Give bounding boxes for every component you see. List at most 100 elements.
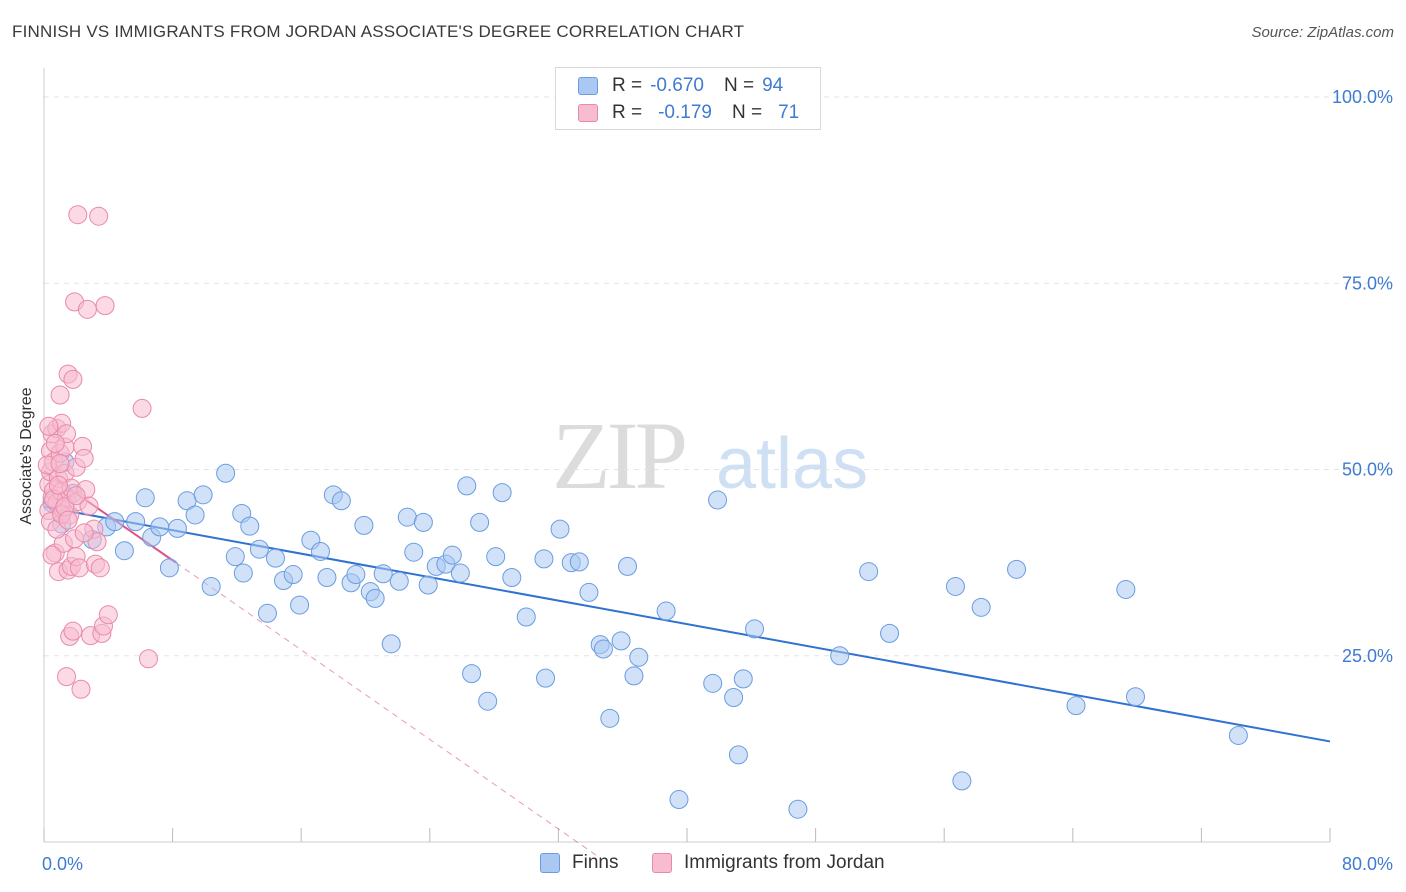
point-finns (381, 634, 401, 654)
legend-n-label: N = (731, 102, 763, 123)
point-finns (457, 476, 477, 496)
point-finns (257, 603, 277, 623)
point-finns (478, 691, 498, 711)
point-finns (1116, 579, 1136, 599)
point-finns (397, 507, 417, 527)
point-finns (240, 516, 260, 536)
point-finns (611, 631, 631, 651)
grid (44, 96, 1390, 657)
point-finns (159, 558, 179, 578)
point-finns (1228, 725, 1248, 745)
point-jordan (66, 486, 86, 506)
legend-n-value: 94 (762, 75, 784, 96)
point-finns (365, 588, 385, 608)
series-legend-jordan: Immigrants from Jordan (652, 852, 885, 874)
point-finns (126, 512, 146, 532)
point-finns (1066, 696, 1086, 716)
series-swatch-finns (540, 853, 560, 873)
point-jordan (50, 385, 70, 405)
point-finns (216, 463, 236, 483)
legend-swatch-finns (578, 77, 598, 95)
y-tick-label-3: 100.0% (1332, 87, 1393, 107)
point-finns (193, 485, 213, 505)
point-finns (629, 647, 649, 667)
point-finns (516, 607, 536, 627)
point-jordan (48, 475, 68, 495)
y-tick-label-2: 75.0% (1342, 273, 1393, 293)
axes (43, 68, 1331, 843)
point-jordan (69, 558, 89, 578)
y-tick-label-0: 25.0% (1342, 646, 1393, 666)
point-finns (534, 549, 554, 569)
point-finns (550, 519, 570, 539)
point-finns (830, 646, 850, 666)
point-finns (105, 512, 125, 532)
point-finns (945, 576, 965, 596)
point-finns (703, 673, 723, 693)
point-finns (310, 541, 330, 561)
watermark-atlas: atlas (716, 424, 868, 504)
watermark: ZIP atlas (552, 402, 868, 509)
x-tick-label-1: 80.0% (1342, 854, 1393, 874)
point-jordan (71, 679, 91, 699)
series-legend: Finns Immigrants from Jordan (0, 852, 1406, 876)
point-jordan (63, 621, 83, 641)
point-finns (418, 575, 438, 595)
legend-n-label: N = (723, 75, 755, 96)
point-finns (593, 639, 613, 659)
point-finns (442, 545, 462, 565)
legend-r-value: -0.670 (650, 75, 704, 96)
point-finns (283, 565, 303, 585)
correlation-legend: R = -0.670 N = 94 R = -0.179 N = 71 (555, 67, 821, 130)
point-jordan (42, 545, 62, 565)
point-finns (354, 515, 374, 535)
point-finns (462, 664, 482, 684)
point-finns (486, 547, 506, 567)
point-jordan (74, 523, 94, 543)
point-jordan (68, 205, 88, 225)
point-finns (389, 571, 409, 591)
point-finns (1125, 687, 1145, 707)
trendline-finns (43, 505, 1331, 743)
point-finns (724, 687, 744, 707)
point-finns (656, 601, 676, 621)
legend-swatch-jordan (578, 104, 598, 122)
point-finns (788, 799, 808, 819)
point-finns (470, 512, 490, 532)
point-finns (167, 518, 187, 538)
series-swatch-jordan (652, 853, 672, 873)
point-finns (265, 548, 285, 568)
point-finns (952, 771, 972, 791)
legend-r-value: -0.179 (658, 102, 712, 123)
point-finns (1007, 559, 1027, 579)
x-tick-label-0: 0.0% (42, 854, 83, 874)
point-jordan (45, 433, 65, 453)
point-finns (618, 556, 638, 576)
point-finns (600, 708, 620, 728)
point-finns (624, 666, 644, 686)
point-finns (669, 790, 689, 810)
point-finns (233, 563, 253, 583)
point-finns (569, 552, 589, 572)
watermark-zip: ZIP (552, 402, 685, 509)
point-finns (201, 576, 221, 596)
point-jordan (132, 398, 152, 418)
point-finns (404, 542, 424, 562)
chart-source: Source: ZipAtlas.com (1251, 24, 1394, 41)
point-jordan (58, 510, 78, 530)
series-label-jordan: Immigrants from Jordan (684, 852, 885, 873)
point-jordan (74, 448, 94, 468)
point-finns (708, 490, 728, 510)
point-finns (114, 541, 134, 561)
point-jordan (89, 206, 109, 226)
point-jordan (63, 369, 83, 389)
point-jordan (79, 496, 99, 516)
series-legend-finns: Finns (540, 852, 618, 874)
point-jordan (98, 605, 118, 625)
point-finns (346, 565, 366, 585)
legend-r-label: R = (612, 75, 643, 96)
trendline-jordan-extension (175, 562, 599, 858)
legend-r-label: R = (612, 102, 643, 123)
point-finns (150, 517, 170, 537)
